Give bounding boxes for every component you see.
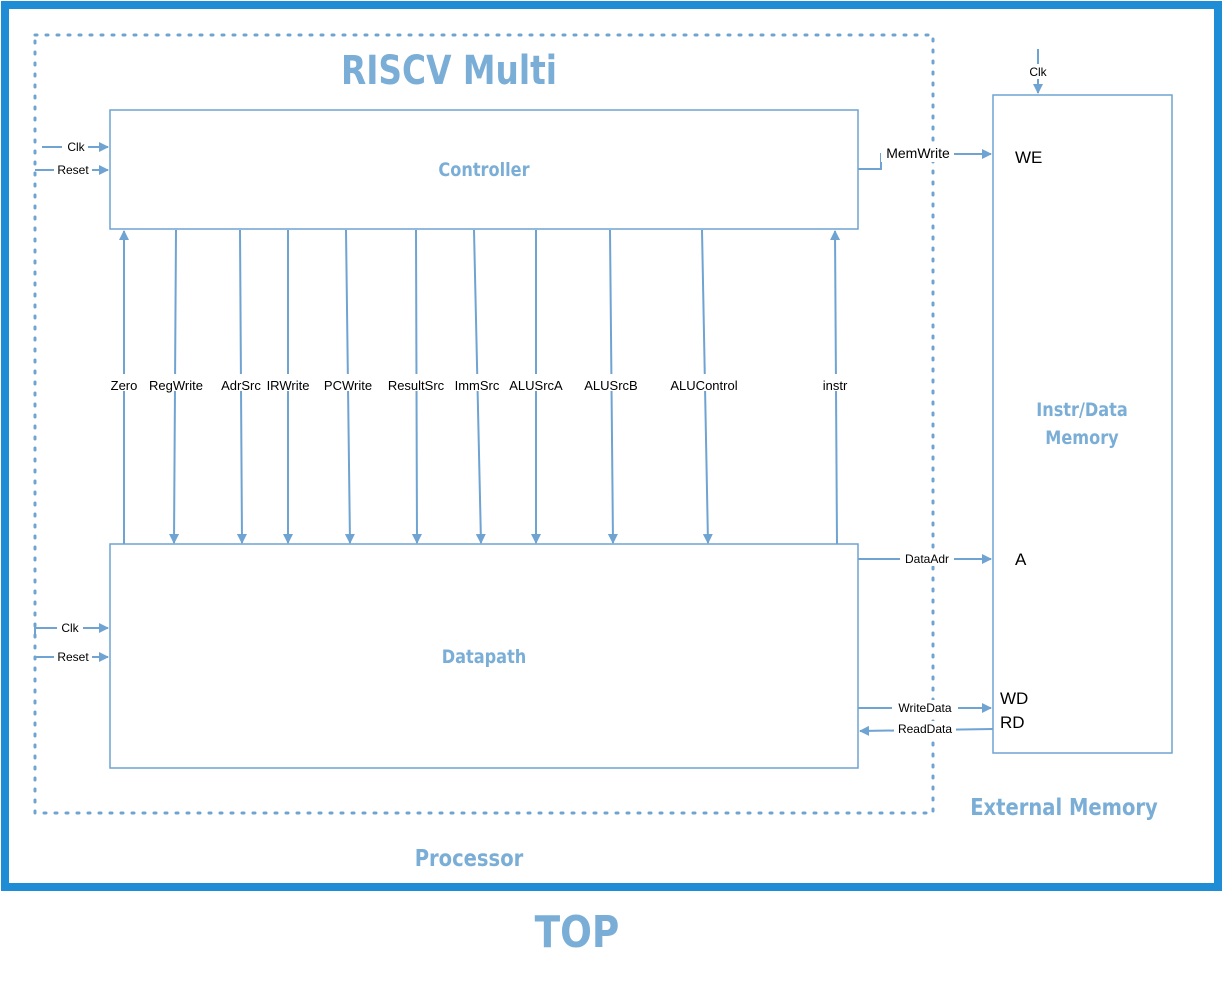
writedata-label: WriteData — [898, 701, 951, 715]
memory-label-line2: Memory — [1045, 428, 1119, 450]
datapath-clk-label: Clk — [61, 621, 79, 635]
controller-clk-label: Clk — [67, 140, 85, 154]
signal-label-irwrite: IRWrite — [267, 378, 310, 393]
signal-label-adrsrc: AdrSrc — [221, 378, 261, 393]
memory-port-a: A — [1015, 550, 1027, 569]
processor-title: RISCV Multi — [341, 47, 557, 94]
signal-label-zero: Zero — [111, 378, 138, 393]
top-label: TOP — [535, 906, 620, 958]
memwrite-label: MemWrite — [886, 145, 950, 161]
processor-label: Processor — [415, 846, 524, 873]
datapath-clk-wire — [34, 623, 109, 636]
signal-label-instr: instr — [823, 378, 848, 393]
signal-label-immsrc: ImmSrc — [455, 378, 500, 393]
memory-label-line1: Instr/Data — [1036, 400, 1128, 422]
memory-port-we: WE — [1015, 148, 1042, 167]
signal-label-resultsrc: ResultSrc — [388, 378, 445, 393]
external-memory-label: External Memory — [970, 795, 1158, 822]
control-signals: Zero RegWrite AdrSrc IRWrite PCWrite ResultSr… — [107, 229, 856, 545]
datapath-label: Datapath — [442, 647, 527, 669]
signal-label-alusrca: ALUSrcA — [509, 378, 563, 393]
dataadr-label: DataAdr — [905, 552, 949, 566]
memory-block — [992, 94, 1173, 754]
controller-reset-label: Reset — [57, 163, 89, 177]
controller-block — [109, 109, 859, 230]
signal-label-pcwrite: PCWrite — [324, 378, 372, 393]
readdata-label: ReadData — [898, 722, 952, 736]
datapath-block — [109, 543, 859, 769]
top-border — [1, 1, 1222, 891]
processor-boundary — [33, 33, 935, 815]
signal-label-alucontrol: ALUControl — [670, 378, 737, 393]
signal-label-regwrite: RegWrite — [149, 378, 203, 393]
memory-clk-label: Clk — [1029, 65, 1047, 79]
controller-label: Controller — [438, 160, 529, 182]
memory-port-wd: WD — [1000, 689, 1028, 708]
datapath-reset-label: Reset — [57, 650, 89, 664]
signal-label-alusrcb: ALUSrcB — [584, 378, 637, 393]
memory-port-rd: RD — [1000, 713, 1025, 732]
